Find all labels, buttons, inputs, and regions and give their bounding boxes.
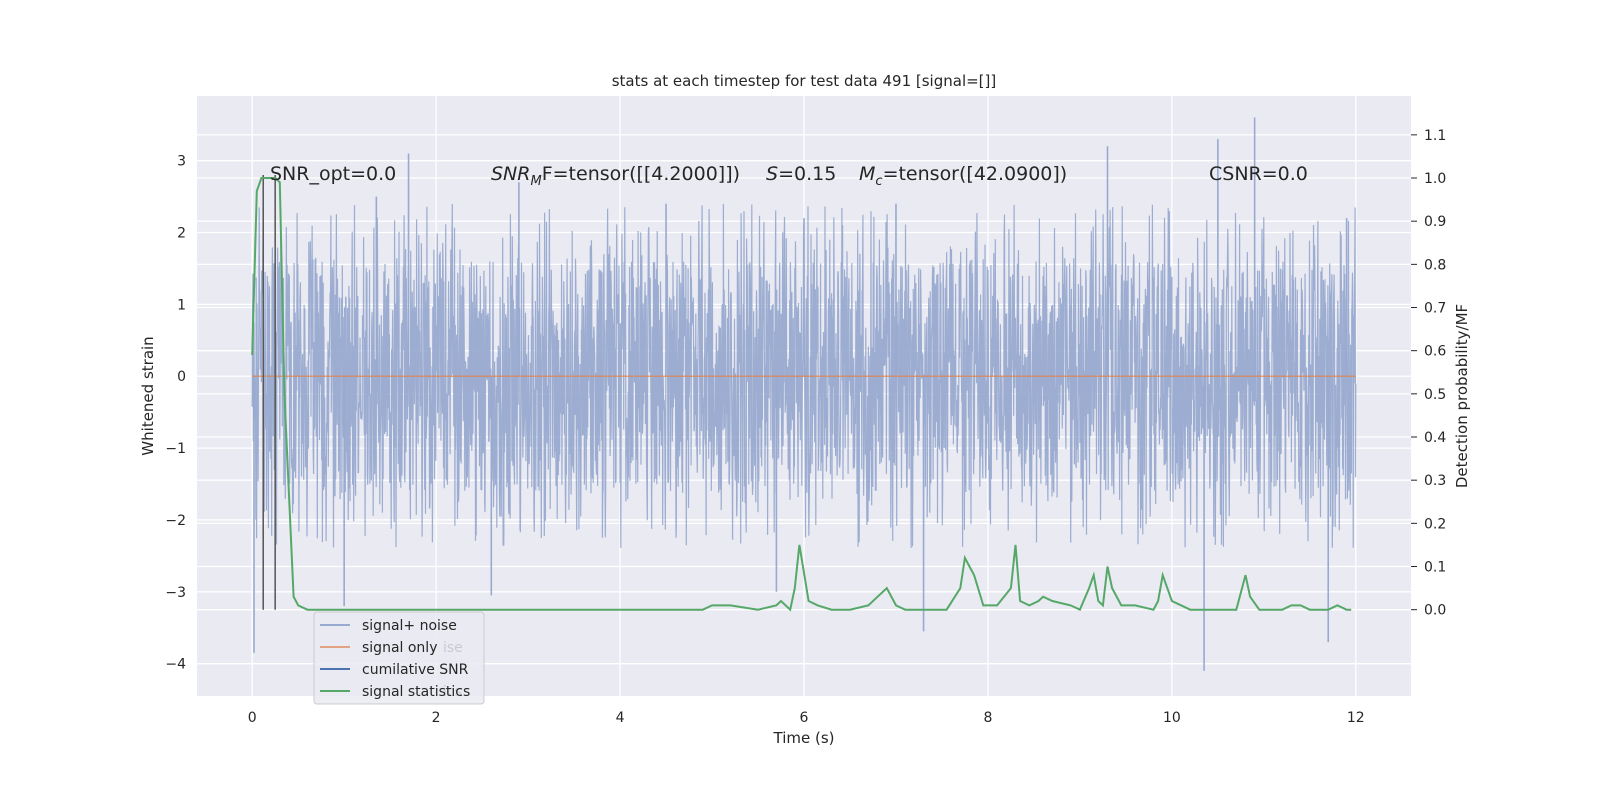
legend-label-signal: signal only bbox=[362, 640, 437, 656]
y-tick-label: −1 bbox=[165, 441, 186, 457]
y-tick-label: 0 bbox=[177, 369, 186, 385]
annotation-s: S=0.15 bbox=[766, 163, 836, 185]
s-value: =0.15 bbox=[778, 163, 836, 185]
mc-letter: M bbox=[859, 163, 875, 185]
legend-ghost-text: ise bbox=[443, 640, 463, 656]
annotation-mc: Mc=tensor([42.0900]) bbox=[859, 163, 1067, 189]
mc-subscript: c bbox=[875, 174, 882, 189]
legend-box bbox=[313, 611, 485, 705]
y-tick-label: 2 bbox=[177, 226, 186, 242]
legend: ise ics signal+ noise signal only cumila… bbox=[313, 611, 485, 705]
y2-tick-label: 0.7 bbox=[1424, 301, 1446, 317]
annotation-csnr: CSNR=0.0 bbox=[1209, 163, 1308, 185]
y-axis-label: Whitened strain bbox=[139, 336, 157, 455]
y2-axis-label: Detection probability/MF bbox=[1453, 304, 1471, 488]
tick-layer: 0 2 4 6 8 10 12−4−3−2−101230.00.10.20.30.40.50… bbox=[165, 128, 1446, 726]
x-axis-label: Time (s) bbox=[773, 729, 835, 747]
chart-title: stats at each timestep for test data 491… bbox=[612, 72, 997, 90]
s-letter: S bbox=[766, 163, 778, 185]
y2-tick-label: 0.3 bbox=[1424, 473, 1446, 489]
snr-mf-subscript: M bbox=[530, 174, 541, 189]
y-tick-label: −2 bbox=[165, 513, 186, 529]
snr-mf-value: F=tensor([[4.2000]]) bbox=[542, 163, 740, 185]
y2-tick-label: 0.0 bbox=[1424, 603, 1446, 619]
x-tick-label: 2 bbox=[432, 710, 441, 726]
x-tick-label: 4 bbox=[616, 710, 625, 726]
y2-tick-label: 0.5 bbox=[1424, 387, 1446, 403]
y2-tick-label: 0.2 bbox=[1424, 516, 1446, 532]
snr-mf-base: SNR bbox=[491, 163, 530, 185]
x-tick-label: 10 bbox=[1163, 710, 1181, 726]
y2-tick-label: 0.8 bbox=[1424, 257, 1446, 273]
y2-tick-label: 0.9 bbox=[1424, 214, 1446, 230]
y2-tick-label: 0.1 bbox=[1424, 560, 1446, 576]
y2-tick-label: 0.4 bbox=[1424, 430, 1446, 446]
series-signal-statistics-line bbox=[251, 177, 1352, 612]
x-tick-label: 12 bbox=[1347, 710, 1365, 726]
annotation-snr-opt: SNR_opt=0.0 bbox=[270, 163, 396, 185]
x-tick-label: 8 bbox=[983, 710, 992, 726]
y-tick-label: −3 bbox=[165, 585, 186, 601]
y-tick-label: 3 bbox=[177, 154, 186, 170]
x-tick-label: 6 bbox=[800, 710, 809, 726]
y2-tick-label: 0.6 bbox=[1424, 344, 1446, 360]
legend-label-statistics: signal statistics bbox=[362, 684, 470, 700]
legend-label-cumulative: cumilative SNR bbox=[362, 662, 469, 678]
x-tick-label: 0 bbox=[248, 710, 257, 726]
y-tick-label: 1 bbox=[177, 297, 186, 313]
y2-tick-label: 1.0 bbox=[1424, 171, 1446, 187]
y2-tick-label: 1.1 bbox=[1424, 128, 1446, 144]
legend-ghost-text: ics bbox=[443, 684, 462, 700]
mc-value: =tensor([42.0900]) bbox=[883, 163, 1068, 185]
y-tick-label: −4 bbox=[165, 657, 186, 673]
legend-label-noise: signal+ noise bbox=[362, 618, 457, 634]
annotation-snr-mf: SNRMF=tensor([[4.2000]]) bbox=[491, 163, 740, 189]
data-layer bbox=[251, 117, 1357, 671]
